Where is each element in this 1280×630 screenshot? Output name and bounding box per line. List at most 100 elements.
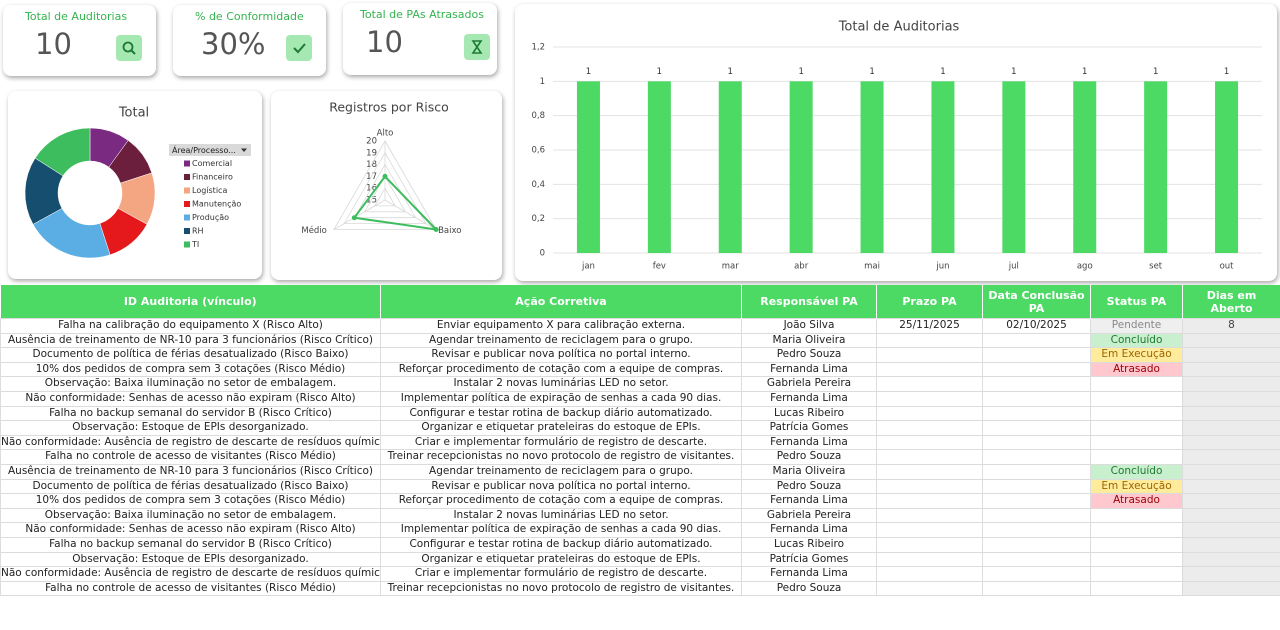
radar-point <box>351 215 357 221</box>
table-cell: Atrasado <box>1090 493 1183 509</box>
table-cell: Documento de política de férias desatual… <box>0 478 381 495</box>
table-cell: Atrasado <box>1090 361 1183 378</box>
legend-label: Comercial <box>192 159 232 168</box>
charts: Total Área/Processo... Comercial Financeiro… <box>24 20 1262 272</box>
x-tick-label: set <box>1149 262 1163 272</box>
table-cell <box>876 566 983 582</box>
table-cell <box>982 493 1091 509</box>
table-cell: Implementar política de expiração de sen… <box>380 522 742 538</box>
table-cell <box>982 551 1091 568</box>
legend-header-bg <box>169 144 251 156</box>
data-label: 1 <box>940 67 945 77</box>
table-cell <box>1090 566 1183 582</box>
x-tick-label: abr <box>794 262 809 272</box>
table-row: Não conformidade: Senhas de acesso não e… <box>0 522 1280 538</box>
bar <box>647 81 671 253</box>
table-row: Observação: Estoque de EPIs desorganizad… <box>0 420 1280 436</box>
radar-spoke <box>384 199 437 230</box>
y-tick-label: 1,2 <box>531 43 545 53</box>
table-cell <box>982 536 1091 553</box>
data-label: 1 <box>1011 67 1016 77</box>
kpi-card: Total de PAs Atrasados 10 <box>343 3 497 75</box>
y-tick-label: 0,2 <box>531 214 545 224</box>
x-tick-label: jul <box>1008 262 1019 272</box>
table-cell <box>876 478 983 495</box>
radar-line <box>352 174 439 231</box>
table-cell: Em Execução <box>1090 478 1183 495</box>
table-cell <box>1182 580 1280 597</box>
table-cell: Concluído <box>1090 332 1183 349</box>
radial-tick-label: 19 <box>366 148 377 158</box>
legend-swatch <box>184 214 190 221</box>
chart-title: Total <box>118 106 149 121</box>
table-cell: Gabriela Pereira <box>741 507 877 524</box>
table-cell <box>876 405 983 422</box>
table-cell <box>982 434 1091 451</box>
table-cell: Implementar política de expiração de sen… <box>380 390 742 407</box>
legend-label: Financeiro <box>192 173 233 182</box>
table-cell: 8 <box>1182 318 1280 334</box>
table-row: Não conformidade: Ausência de registro d… <box>0 566 1280 582</box>
column-header: ID Auditoria (vínculo) <box>0 285 381 319</box>
table-row: Ausência de treinamento de NR-10 para 3 … <box>0 332 1280 349</box>
table-cell: Documento de política de férias desatual… <box>0 347 381 363</box>
search-icon <box>116 35 142 61</box>
table-row: Observação: Baixa iluminação no setor de… <box>0 376 1280 392</box>
y-tick-label: 1 <box>540 77 545 87</box>
table-cell: Fernanda Lima <box>741 434 877 451</box>
legend-swatch <box>184 174 190 180</box>
column-header: Status PA <box>1090 285 1183 319</box>
table-cell <box>1182 361 1280 378</box>
table-cell: Não conformidade: Senhas de acesso não e… <box>0 522 381 538</box>
table-row: Documento de política de férias desatual… <box>0 347 1280 363</box>
table-cell: Observação: Estoque de EPIs desorganizad… <box>0 551 381 568</box>
table-cell: 25/11/2025 <box>876 318 983 334</box>
kpi-value: 10 <box>366 25 403 59</box>
bar <box>789 81 813 253</box>
axis-label: Médio <box>301 225 327 236</box>
data-label: 1 <box>798 67 803 77</box>
data-label: 1 <box>657 67 662 77</box>
legend-swatch <box>184 228 190 234</box>
table-cell: Agendar treinamento de reciclagem para o… <box>380 332 742 349</box>
table-cell: Enviar equipamento X para calibração ext… <box>380 318 742 334</box>
table-cell <box>1090 536 1183 553</box>
radial-tick-label: 16 <box>366 184 377 194</box>
table-row: Falha no controle de acesso de visitante… <box>0 449 1280 465</box>
table-cell <box>876 536 983 553</box>
data-label: 1 <box>1082 67 1087 77</box>
bar <box>718 81 742 253</box>
table-cell <box>1182 566 1280 582</box>
icon <box>471 40 483 54</box>
table-row: Falha na calibração do equipamento X (Ri… <box>0 318 1280 334</box>
table-cell: Não conformidade: Ausência de registro d… <box>0 434 381 451</box>
table-cell: Fernanda Lima <box>741 493 877 509</box>
table-cell: Fernanda Lima <box>741 566 877 582</box>
table-cell: Falha no controle de acesso de visitante… <box>0 580 381 597</box>
table-cell: Agendar treinamento de reciclagem para o… <box>380 463 742 480</box>
table-cell: Maria Oliveira <box>741 332 877 349</box>
table-cell: Patrícia Gomes <box>741 420 877 436</box>
table-cell: Organizar e etiquetar prateleiras do est… <box>380 420 742 436</box>
kpi-label: Total de Auditorias <box>25 10 128 23</box>
bar <box>576 81 600 253</box>
legend-swatch <box>184 160 190 167</box>
icon <box>122 41 136 55</box>
table-cell <box>982 332 1091 349</box>
y-tick-label: 0 <box>540 249 545 259</box>
y-tick-label: 0,6 <box>531 146 545 156</box>
table-cell <box>982 376 1091 392</box>
legend-swatch <box>184 241 190 248</box>
x-tick-label: mai <box>864 262 880 272</box>
radar-grid <box>343 152 427 224</box>
table-cell: Não conformidade: Senhas de acesso não e… <box>0 390 381 407</box>
table-cell: Criar e implementar formulário de regist… <box>380 434 742 451</box>
table-cell <box>1182 376 1280 392</box>
table-cell: 02/10/2025 <box>982 318 1091 334</box>
legend-swatch <box>184 201 190 207</box>
table-row: Falha no backup semanal do servidor B (R… <box>0 536 1280 553</box>
bar <box>931 81 955 253</box>
table-cell <box>1090 551 1183 568</box>
legend-swatch <box>184 187 190 194</box>
table-cell <box>876 463 983 480</box>
